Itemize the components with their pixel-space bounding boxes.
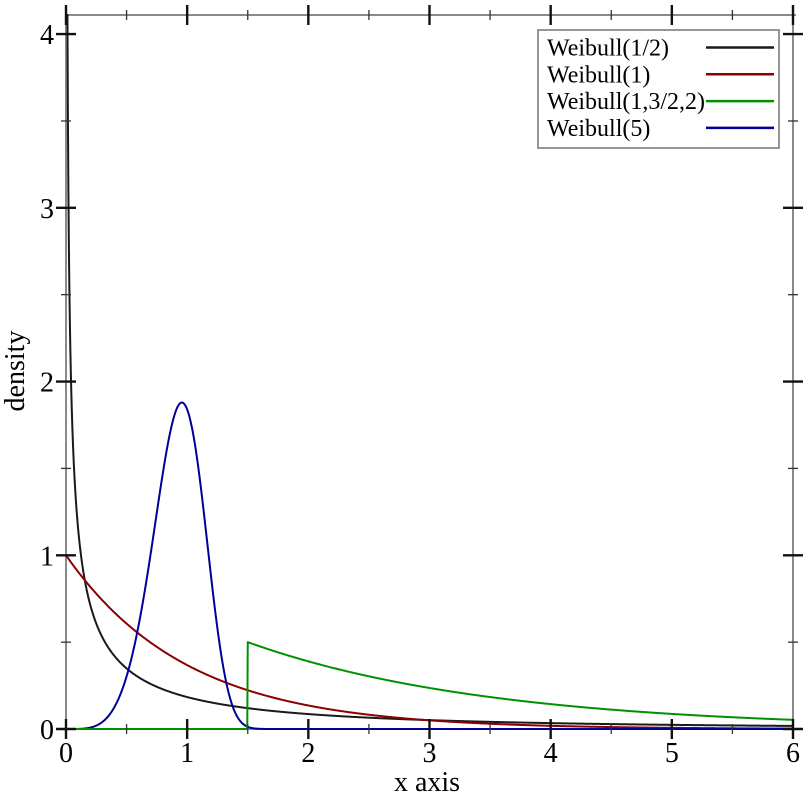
x-tick-label: 0	[59, 738, 73, 769]
y-axis-label: density	[0, 331, 31, 412]
x-tick-label: 5	[665, 738, 679, 769]
y-tick-label: 2	[40, 368, 54, 399]
y-tick-label: 1	[40, 541, 54, 572]
tick-labels-layer: 0 1 2 3 4 5 6 0 1 2 3 4	[40, 20, 800, 769]
x-tick-label: 2	[301, 738, 315, 769]
curve-Weibull(1,3/2,2)	[65, 641, 794, 730]
legend-label: Weibull(1)	[547, 62, 650, 88]
ticks-layer	[56, 5, 803, 739]
y-tick-label: 4	[40, 20, 54, 51]
y-tick-label: 3	[40, 194, 54, 225]
curve-Weibull(1)	[65, 554, 794, 730]
legend-label: Weibull(1/2)	[547, 36, 669, 62]
y-tick-label: 0	[40, 715, 54, 746]
legend: Weibull(1/2)Weibull(1)Weibull(1,3/2,2)We…	[537, 29, 780, 149]
x-tick-label: 3	[423, 738, 437, 769]
legend-label: Weibull(5)	[547, 116, 650, 142]
curve-Weibull(5)	[65, 401, 794, 730]
legend-label: Weibull(1,3/2,2)	[547, 89, 705, 115]
x-tick-label: 1	[180, 738, 194, 769]
x-tick-label: 6	[786, 738, 800, 769]
x-tick-label: 4	[544, 738, 558, 769]
x-axis-label: x axis	[394, 767, 460, 798]
